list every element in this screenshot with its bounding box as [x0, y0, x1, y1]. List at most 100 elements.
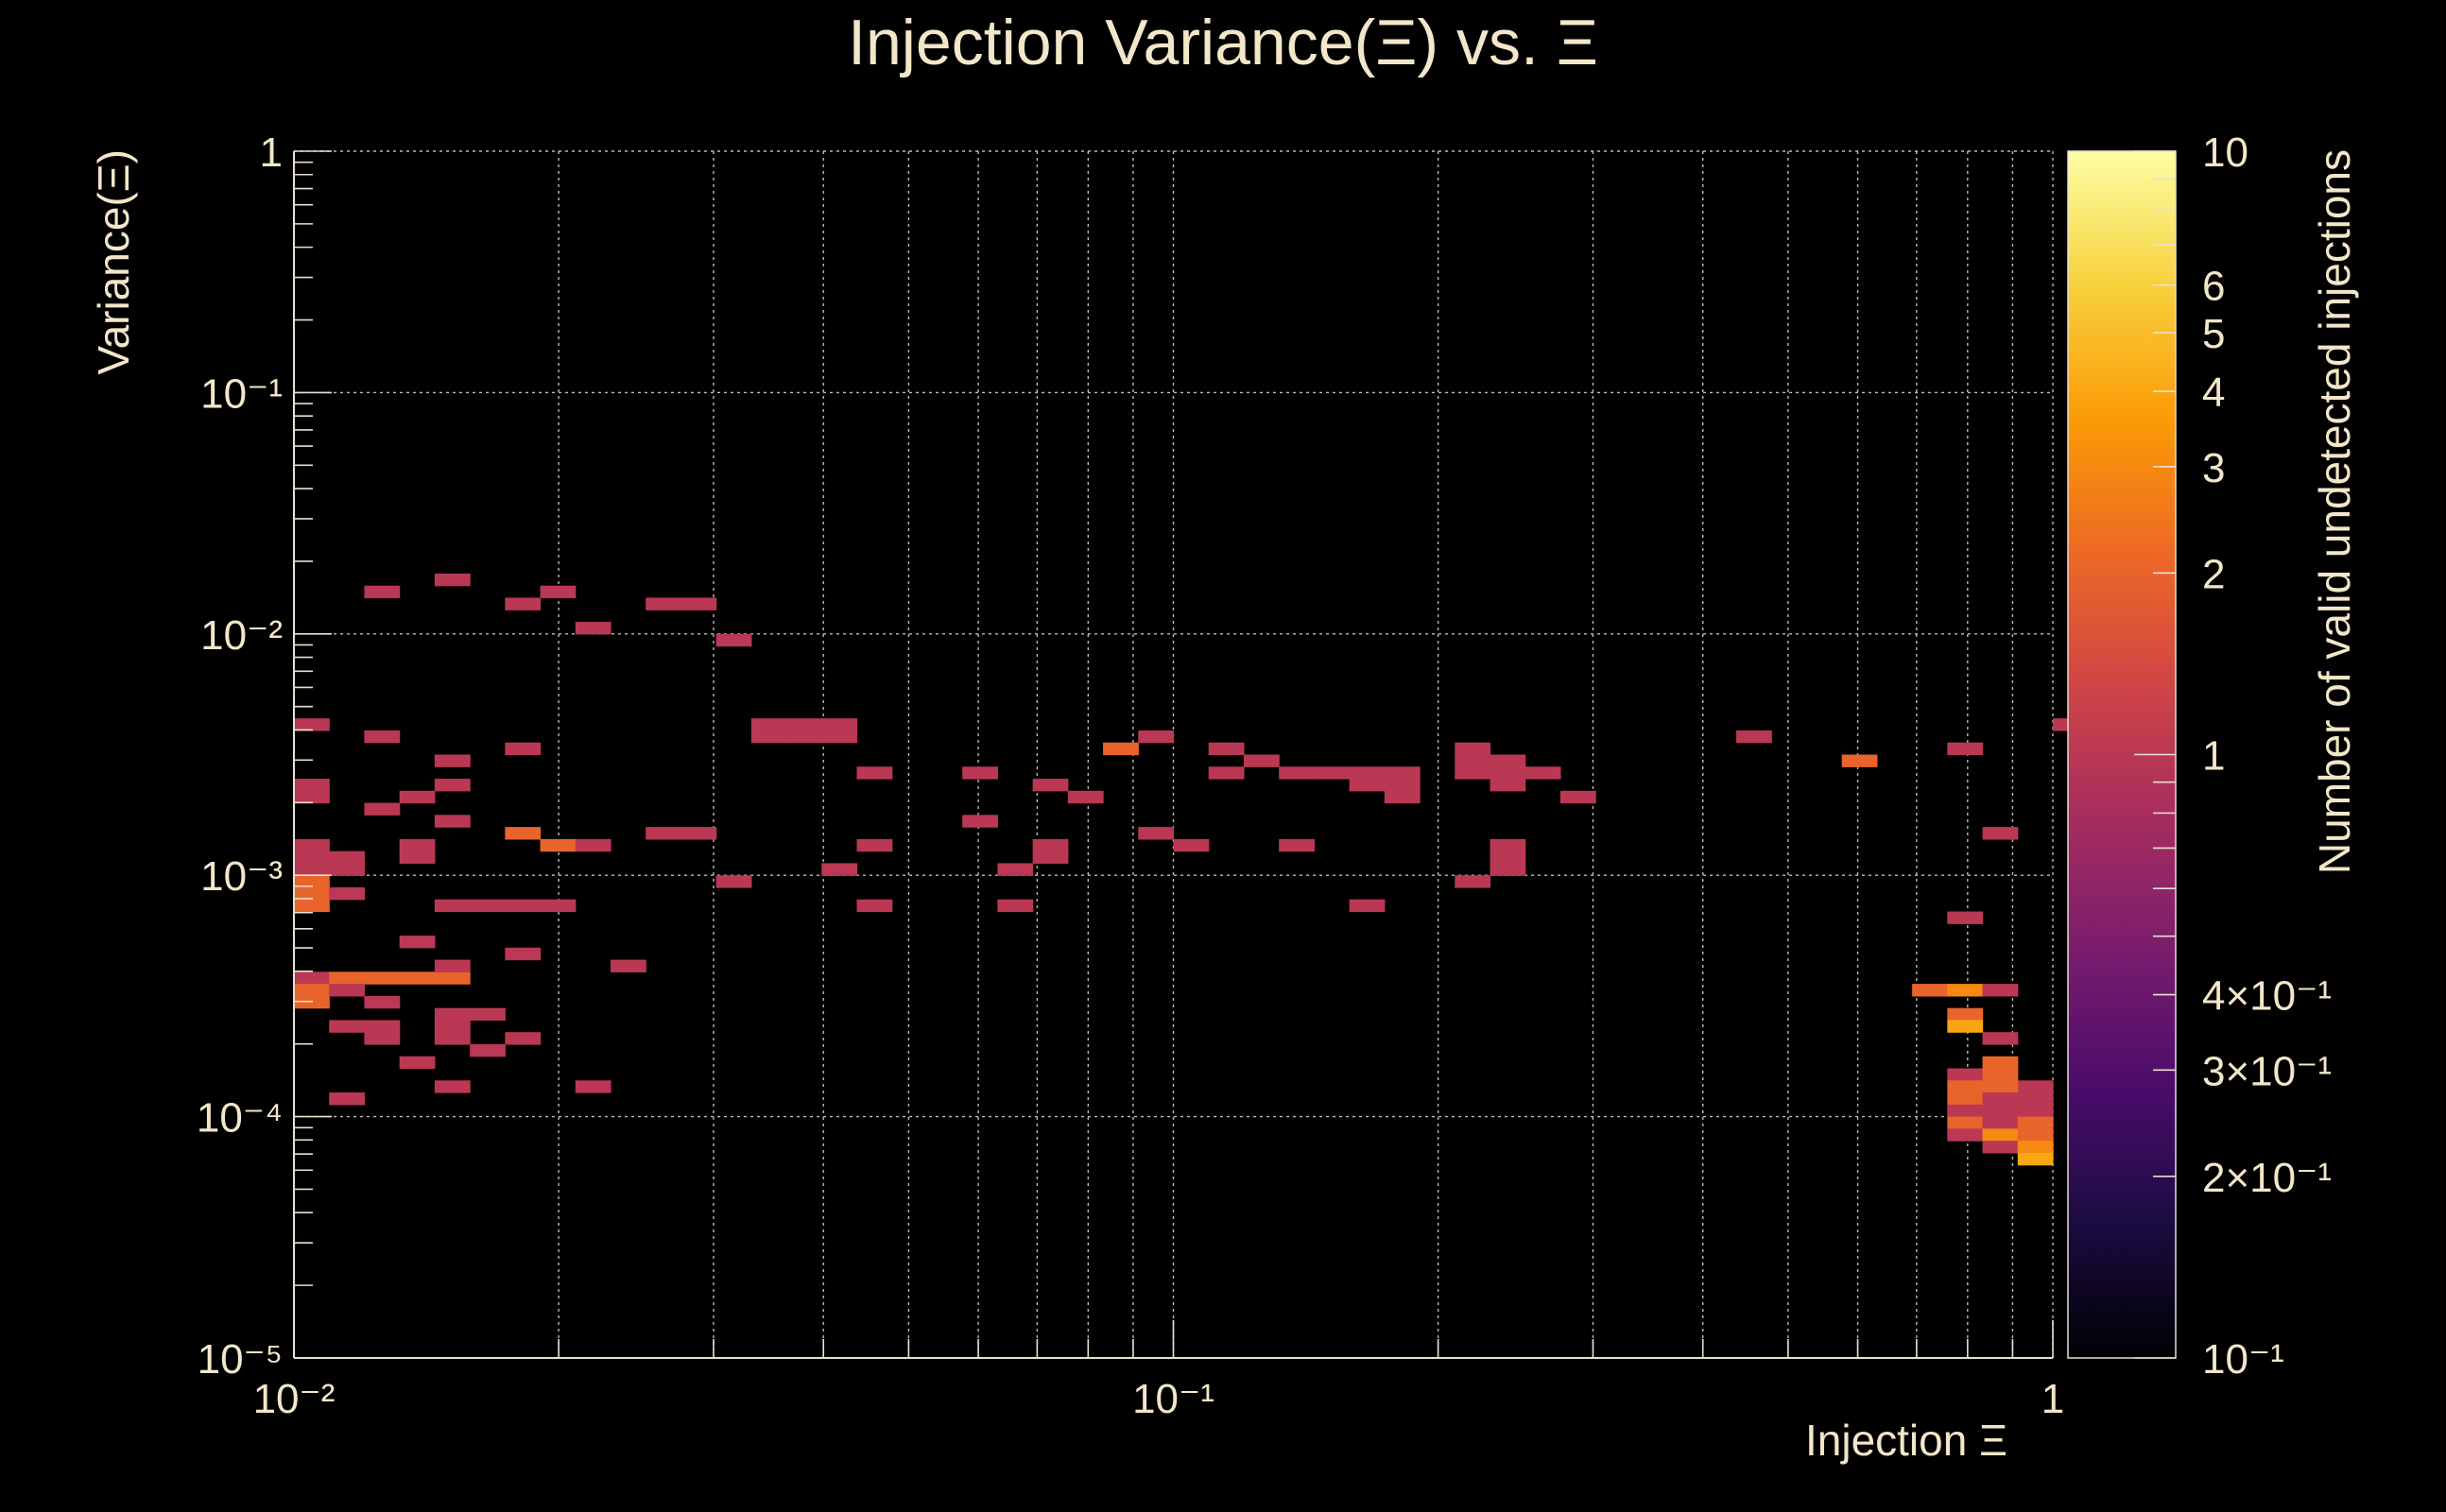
heatmap-cell — [1490, 850, 1526, 865]
heatmap-cell — [434, 1080, 471, 1093]
y-tick-label: 10⁻³ — [200, 853, 283, 900]
heatmap-cell — [856, 899, 893, 913]
heatmap-cell — [470, 899, 506, 913]
heatmap-cell — [294, 718, 330, 731]
heatmap-cell — [434, 779, 471, 792]
heatmap-cell — [294, 984, 330, 997]
heatmap-cell — [1912, 984, 1948, 997]
heatmap-cell — [1982, 984, 2019, 997]
heatmap-cell — [1067, 790, 1104, 804]
heatmap-cell — [1349, 899, 1386, 913]
axes — [293, 150, 2054, 1359]
heatmap-cell — [399, 850, 436, 865]
heatmap-cells — [294, 573, 2089, 1166]
heatmap-cell — [294, 838, 330, 852]
x-tick-label: 10⁻¹ — [1132, 1376, 1214, 1422]
heatmap-cell — [434, 754, 471, 767]
heatmap-cell — [505, 1032, 542, 1045]
heatmap-cell — [329, 1092, 366, 1106]
heatmap-cell — [294, 875, 330, 888]
heatmap-cell — [1982, 1128, 2019, 1142]
heatmap-cell — [1982, 1104, 2019, 1118]
heatmap-cell — [680, 597, 717, 610]
heatmap-cell — [1982, 1032, 2019, 1045]
y-tick-label: 10⁻¹ — [200, 370, 283, 417]
heatmap-cell — [434, 1032, 471, 1045]
heatmap-cell — [715, 633, 752, 647]
colorbar-tick-label: 4 — [2202, 369, 2225, 416]
heatmap-cell — [646, 827, 682, 840]
heatmap-cell — [1947, 1116, 1984, 1129]
heatmap-cell — [1490, 779, 1526, 792]
colorbar-tick-label: 10⁻¹ — [2202, 1336, 2284, 1383]
heatmap-cell — [1455, 875, 1491, 888]
heatmap-cell — [434, 1020, 471, 1033]
heatmap-cell — [997, 899, 1034, 913]
heatmap-cell — [364, 1020, 401, 1033]
x-axis-label: Injection Ξ — [1805, 1416, 2007, 1465]
colorbar-ticks: 10 65 4 3 2 1 4×10⁻¹ 3×10⁻¹ 2×10⁻¹ 10⁻¹ — [2067, 129, 2332, 1383]
heatmap-cell — [856, 838, 893, 852]
heatmap-cell — [1947, 742, 1984, 756]
heatmap-cell — [294, 886, 330, 901]
heatmap-cell — [786, 730, 822, 744]
heatmap-cell — [470, 1007, 506, 1022]
heatmap-cell — [364, 995, 401, 1009]
heatmap-cell — [294, 995, 330, 1009]
heatmap-cell — [364, 1032, 401, 1045]
heatmap-cell — [294, 850, 330, 865]
heatmap-cell — [1947, 984, 1984, 997]
heatmap-cell — [434, 971, 471, 985]
heatmap-cell — [856, 766, 893, 780]
heatmap-cell — [1524, 766, 1561, 780]
heatmap-cell — [294, 899, 330, 913]
heatmap-cell — [750, 730, 787, 744]
colorbar-tick-label: 5 — [2202, 311, 2225, 357]
x-tick-labels: 10⁻² 10⁻¹ 1 — [253, 1376, 2065, 1422]
heatmap-cell — [294, 971, 330, 985]
heatmap-cell — [329, 971, 366, 985]
heatmap-cell — [1032, 838, 1069, 852]
heatmap-cell — [364, 585, 401, 599]
heatmap-cell — [329, 1020, 366, 1033]
heatmap-cell — [399, 971, 436, 985]
heatmap-cell — [1947, 1068, 1984, 1081]
heatmap-cell — [1490, 838, 1526, 852]
heatmap-cell — [997, 863, 1034, 876]
heatmap-cell — [329, 863, 366, 876]
heatmap-cell — [1947, 911, 1984, 924]
x-tick-label: 1 — [2041, 1376, 2064, 1422]
heatmap-cell — [505, 597, 542, 610]
heatmap-cell — [1138, 730, 1175, 744]
heatmap-cell — [364, 802, 401, 816]
heatmap-cell — [294, 779, 330, 792]
heatmap-cell — [399, 936, 436, 949]
heatmap-cell — [329, 850, 366, 865]
y-tick-label: 1 — [260, 129, 283, 176]
heatmap-cell — [1032, 779, 1069, 792]
heatmap-cell — [1032, 850, 1069, 865]
heatmap-cell — [434, 899, 471, 913]
heatmap-cell — [1173, 838, 1210, 852]
heatmap-cell — [364, 730, 401, 744]
chart-title: Injection Variance(Ξ) vs. Ξ — [848, 7, 1598, 78]
heatmap-cell — [1208, 766, 1245, 780]
heatmap-cell — [2017, 1104, 2054, 1118]
heatmap-cell — [1455, 766, 1491, 780]
colorbar-tick-label: 2×10⁻¹ — [2202, 1155, 2332, 1201]
heatmap-cell — [1208, 742, 1245, 756]
heatmap-cell — [329, 984, 366, 997]
heatmap-cell — [1455, 754, 1491, 767]
heatmap-cell — [1982, 1080, 2019, 1093]
y-tick-labels: 1 10⁻¹ 10⁻² 10⁻³ 10⁻⁴ 10⁻⁵ — [197, 129, 283, 1383]
y-tick-label: 10⁻⁴ — [197, 1095, 283, 1142]
heatmap-cell — [2017, 1141, 2054, 1154]
y-tick-label: 10⁻⁵ — [198, 1336, 283, 1383]
heatmap-cell — [575, 838, 612, 852]
heatmap-cell — [1982, 1056, 2019, 1070]
heatmap-cell — [750, 718, 787, 731]
heatmap-cell — [1947, 1104, 1984, 1118]
heatmap-cell — [505, 947, 542, 961]
heatmap-cell — [575, 622, 612, 635]
